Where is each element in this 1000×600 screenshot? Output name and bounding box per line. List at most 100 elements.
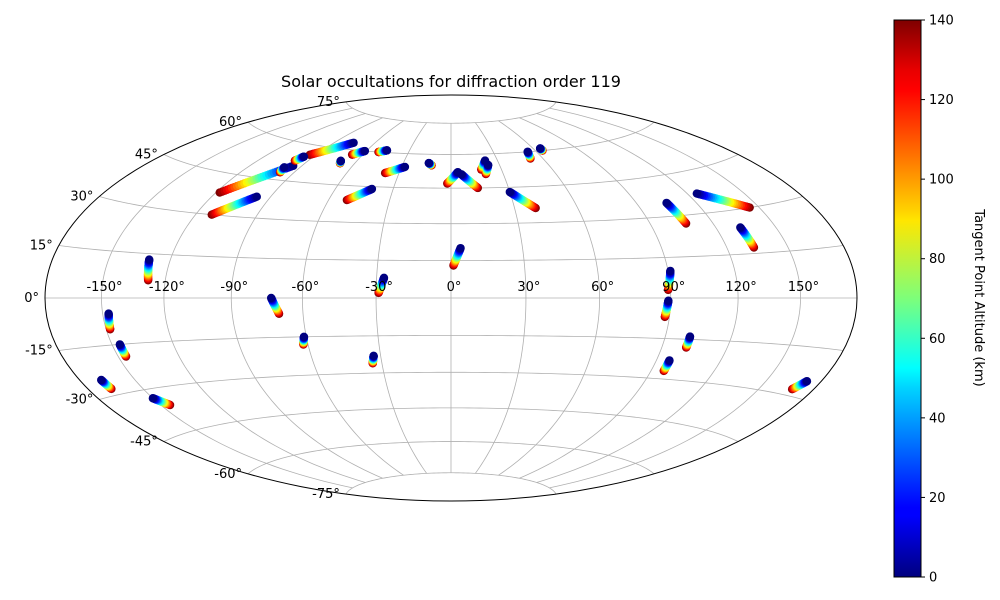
occultation-track [104, 309, 115, 334]
lat-tick-label: 45° [135, 148, 158, 163]
lon-tick-label: -90° [220, 280, 248, 295]
occultation-track [505, 187, 540, 213]
colorbar-gradient [893, 19, 922, 578]
occultation-track [342, 184, 377, 205]
lon-tick-label: -150° [86, 280, 122, 295]
colorbar-tick-label: 140 [929, 14, 954, 29]
track-point [456, 243, 465, 253]
occultation-track [335, 156, 346, 168]
occultation-track [659, 356, 674, 376]
lon-tick-label: 30° [517, 280, 540, 295]
colorbar-tick-label: 100 [929, 173, 954, 188]
lat-tick-label: -60° [214, 467, 242, 482]
track-point [349, 138, 358, 147]
lon-tick-label: 150° [788, 280, 819, 295]
lon-tick-label: 90° [662, 280, 685, 295]
track-point [662, 198, 671, 208]
lat-tick-label: 75° [317, 95, 340, 110]
parallel-line [247, 441, 655, 475]
occultation-track [481, 160, 493, 179]
chart-title: Solar occultations for diffraction order… [281, 72, 621, 91]
occultation-track [660, 296, 673, 322]
parallel-line [345, 472, 557, 495]
graticule-grid [44, 94, 858, 502]
altitude-colorbar: 0 20 40 60 80 100 120 140 Tangent Point Altitud… [893, 14, 986, 586]
colorbar-tick-label: 120 [929, 93, 954, 108]
track-point [692, 189, 702, 198]
occultation-track [662, 198, 691, 228]
parallel-line [99, 371, 803, 400]
colorbar-ticks: 0 20 40 60 80 100 120 140 [921, 14, 954, 586]
track-point [802, 377, 812, 386]
occultation-tracks [97, 138, 812, 410]
occultation-track [736, 223, 759, 252]
map-boundary [44, 94, 858, 502]
occultation-track [374, 146, 392, 157]
track-point [457, 170, 466, 179]
track-point [685, 332, 695, 341]
track-point [424, 158, 434, 168]
occultation-track [443, 167, 463, 188]
parallel-line [58, 335, 844, 351]
track-point [664, 296, 673, 305]
colorbar-tick-label: 20 [929, 491, 946, 506]
track-point [115, 340, 125, 349]
latitude-tick-labels: -75° -60° -45° -30° -15° 0° 15° 30° 45° 60° 75° [24, 95, 340, 502]
occultation-track [305, 138, 358, 160]
occultation-track [368, 351, 378, 368]
occultation-track [290, 152, 309, 165]
colorbar-tick-label: 40 [929, 411, 946, 426]
track-point [145, 255, 154, 264]
track-point [483, 160, 493, 170]
track-point [336, 156, 346, 166]
lon-tick-label: 120° [725, 280, 756, 295]
track-point [148, 394, 158, 403]
lon-tick-label: -60° [292, 280, 320, 295]
track-point [505, 187, 515, 197]
occultation-track [275, 163, 289, 177]
lon-tick-label: 0° [447, 280, 462, 295]
track-point [360, 146, 370, 156]
occultation-track [523, 147, 535, 163]
occultation-track [380, 162, 410, 178]
occultation-track [115, 340, 131, 361]
track-point [382, 146, 392, 155]
parallel-line [247, 121, 655, 155]
lat-tick-label: -15° [25, 344, 53, 359]
occultation-track [787, 377, 812, 394]
occultation-track [663, 266, 675, 295]
lat-tick-label: -45° [130, 435, 158, 450]
colorbar-tick-label: 0 [929, 571, 937, 586]
occultation-track [207, 192, 261, 219]
track-point [523, 147, 532, 156]
occultation-track [347, 146, 370, 159]
lat-tick-label: 0° [24, 291, 39, 306]
track-point [535, 144, 545, 153]
track-point [97, 375, 106, 385]
longitude-tick-labels: -150° -120° -90° -60° -30° 0° 30° 60° 90° 120° 150… [86, 280, 819, 295]
occultation-track [148, 394, 175, 410]
occultation-track [457, 170, 483, 193]
lat-tick-label: 60° [219, 115, 242, 130]
occultation-track [424, 158, 436, 170]
occultation-track [681, 332, 695, 352]
track-point [280, 163, 289, 172]
track-point [400, 162, 410, 172]
track-point [367, 184, 377, 194]
parallel-line [163, 407, 739, 442]
lat-tick-label: 30° [70, 190, 93, 205]
track-point [369, 351, 378, 361]
track-point [299, 332, 309, 342]
occultation-track [143, 255, 154, 285]
occultation-track [97, 375, 116, 394]
occultation-track [266, 293, 284, 318]
lon-tick-label: 60° [591, 280, 614, 295]
lat-tick-label: -75° [312, 487, 340, 502]
parallel-line [99, 196, 803, 225]
track-point [736, 223, 745, 232]
track-point [665, 356, 674, 365]
occultation-track [299, 332, 309, 349]
occultation-track [535, 144, 547, 155]
track-point [104, 309, 113, 318]
occultation-track [692, 189, 754, 212]
